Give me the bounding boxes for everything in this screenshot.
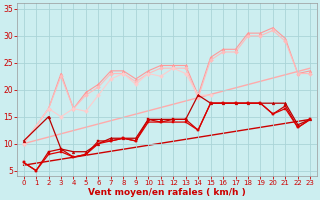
- X-axis label: Vent moyen/en rafales ( km/h ): Vent moyen/en rafales ( km/h ): [88, 188, 246, 197]
